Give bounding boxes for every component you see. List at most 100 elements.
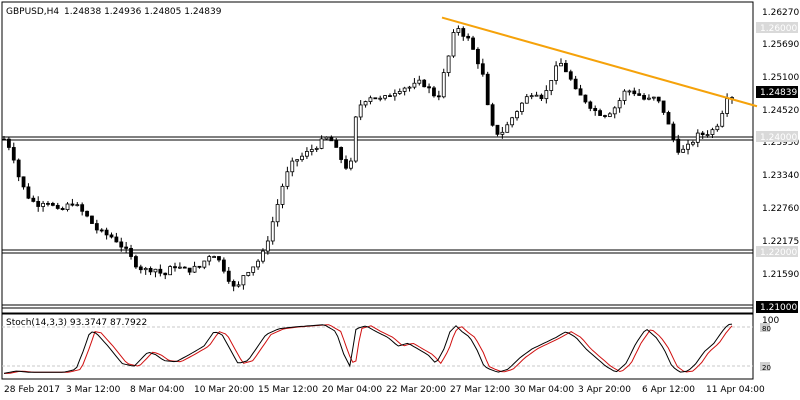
candle-bullish [441, 72, 446, 98]
level-tag-1-26: 1.26000 [756, 22, 798, 34]
level-1-21[interactable] [2, 304, 753, 309]
candle-bearish [476, 48, 480, 65]
candle-bearish [129, 247, 133, 257]
candle-bearish [603, 115, 607, 117]
candle-bullish [285, 171, 290, 187]
candle-bearish [642, 95, 646, 100]
level-1-22[interactable] [2, 249, 753, 254]
candle-bullish [383, 95, 388, 99]
candle-bearish [217, 256, 221, 261]
candle-bearish [480, 63, 485, 75]
candle-bullish [309, 149, 314, 152]
stoch-tick: 20 [762, 364, 771, 372]
candle-bearish [99, 229, 104, 232]
candle-bearish [485, 73, 490, 106]
candle-bullish [348, 160, 353, 169]
time-tick: 27 Mar 12:00 [450, 385, 510, 395]
candle-bullish [534, 94, 539, 97]
candle-bullish [153, 268, 158, 273]
candle-bullish [500, 131, 505, 135]
stoch-tick: 80 [762, 325, 771, 333]
candle-bullish [549, 80, 554, 91]
candle-bullish [412, 82, 417, 88]
price-tick: 1.25690 [762, 40, 799, 50]
candle-bullish [324, 136, 329, 140]
candle-bearish [432, 87, 436, 97]
trendline[interactable] [441, 16, 758, 108]
candle-bearish [436, 95, 441, 98]
candle-bearish [339, 147, 344, 160]
candle-bearish [671, 123, 676, 140]
candle-bullish [612, 107, 617, 115]
candlestick-series [2, 25, 734, 292]
candle-bullish [168, 266, 173, 276]
level-tag-1-21: 1.21000 [756, 301, 798, 313]
candle-bearish [388, 95, 392, 97]
candle-bullish [554, 65, 559, 81]
candle-bearish [31, 197, 36, 202]
candle-bullish [627, 90, 632, 93]
candle-bearish [344, 159, 348, 169]
candle-bearish [471, 37, 475, 50]
candle-bearish [700, 132, 705, 136]
time-tick: 3 Mar 12:00 [66, 385, 121, 395]
candle-bearish [583, 94, 588, 103]
price-panel [1, 1, 754, 314]
candle-bearish [226, 270, 231, 282]
candle-bearish [231, 280, 236, 287]
candle-bullish [544, 90, 549, 100]
candle-bullish [529, 95, 534, 98]
current-price-tag: 1.24839 [756, 86, 798, 98]
candle-bearish [138, 266, 143, 271]
candle-bullish [617, 100, 622, 109]
candle-bearish [676, 138, 681, 153]
candle-bullish [270, 221, 275, 242]
price-tick: 1.22760 [762, 204, 799, 214]
level-tag-1-24: 1.24000 [756, 131, 798, 143]
candle-bearish [187, 267, 192, 273]
price-scale: 1.26270 1.25690 1.25100 1.24520 1.23950 … [762, 8, 799, 280]
candle-bearish [114, 236, 119, 243]
candle-bullish [647, 97, 651, 100]
candle-bullish [505, 124, 510, 133]
candle-bearish [104, 229, 109, 236]
candle-bullish [456, 28, 461, 33]
stoch-label: Stoch(14,3,3) 93.3747 87.7922 [6, 318, 147, 328]
time-tick: 20 Mar 04:00 [322, 385, 382, 395]
candle-bullish [451, 32, 456, 57]
level-1-24[interactable] [2, 136, 753, 141]
candle-bullish [290, 160, 295, 173]
candle-bullish [710, 129, 715, 135]
candle-bearish [119, 241, 124, 248]
candle-bullish [686, 143, 690, 150]
candle-bearish [124, 246, 129, 249]
price-tick: 1.21590 [762, 270, 799, 280]
candle-bearish [637, 93, 642, 96]
candle-bearish [109, 234, 114, 238]
candle-bullish [261, 250, 265, 262]
candle-bullish [353, 116, 358, 162]
candle-bearish [80, 204, 85, 212]
candle-bearish [588, 101, 593, 109]
candle-bullish [368, 97, 373, 102]
candle-bearish [173, 266, 177, 269]
svg-text:1.22000: 1.22000 [760, 248, 797, 258]
candle-bullish [236, 284, 241, 287]
candle-bullish [265, 240, 270, 252]
candle-bullish [695, 132, 700, 143]
candle-bullish [392, 93, 397, 97]
price-tick: 1.25100 [762, 73, 799, 83]
candle-bearish [2, 138, 6, 141]
candle-bullish [241, 275, 246, 286]
candle-bearish [60, 208, 65, 210]
candle-bullish [65, 203, 70, 210]
ohlc-label: 1.24838 1.24936 1.24805 1.24839 [64, 7, 222, 17]
time-tick: 8 Mar 04:00 [130, 385, 185, 395]
candle-bullish [681, 148, 686, 153]
candle-bearish [427, 86, 431, 89]
candle-bullish [691, 141, 695, 145]
candle-bullish [363, 101, 368, 106]
candle-bearish [593, 107, 598, 112]
